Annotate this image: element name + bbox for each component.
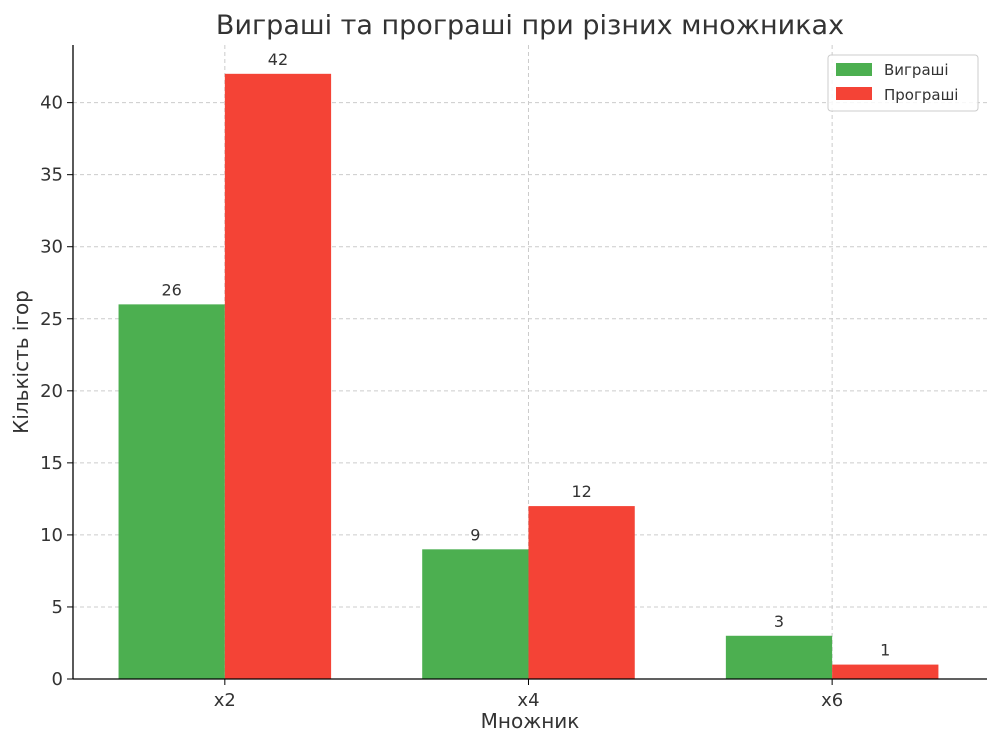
bar-value-label: 42 [268, 50, 288, 69]
chart-title: Виграші та програші при різних множниках [216, 10, 844, 41]
y-tick-label: 0 [52, 669, 63, 690]
legend-swatch-losses [836, 87, 872, 100]
y-tick-label: 25 [40, 309, 63, 330]
y-axis-label: Кількість ігор [9, 290, 33, 434]
bar-value-label: 26 [162, 280, 182, 299]
bar-losses [224, 73, 332, 680]
y-tick-label: 30 [40, 237, 63, 258]
bars [118, 73, 939, 680]
y-tick-label: 40 [40, 93, 63, 114]
y-tick-label: 20 [40, 381, 63, 402]
bar-wins [725, 635, 833, 679]
bar-value-label: 1 [880, 641, 890, 660]
legend-label-losses: Програші [884, 86, 958, 104]
bar-losses [832, 664, 939, 679]
y-tick-label: 10 [40, 525, 63, 546]
value-labels: 26 9 3 42 12 1 [162, 50, 891, 660]
x-axis-label: Множник [481, 709, 580, 733]
bar-value-label: 9 [470, 525, 480, 544]
x-tick-label: x6 [821, 690, 843, 711]
bar-value-label: 3 [774, 612, 784, 631]
y-tick-label: 5 [52, 597, 63, 618]
bar-value-label: 12 [571, 482, 591, 501]
bar-wins [422, 549, 529, 679]
x-tick-label: x2 [214, 690, 236, 711]
x-tick-label: x4 [517, 690, 539, 711]
ticks: 0 5 10 15 20 25 30 35 40 x2 x4 x6 [40, 93, 843, 711]
bar-wins [118, 304, 225, 679]
legend: Виграші Програші [827, 54, 979, 112]
axes [72, 45, 987, 680]
y-tick-label: 15 [40, 453, 63, 474]
legend-label-wins: Виграші [884, 61, 949, 79]
bar-losses [528, 506, 635, 679]
legend-swatch-wins [836, 63, 872, 76]
y-tick-label: 35 [40, 165, 63, 186]
